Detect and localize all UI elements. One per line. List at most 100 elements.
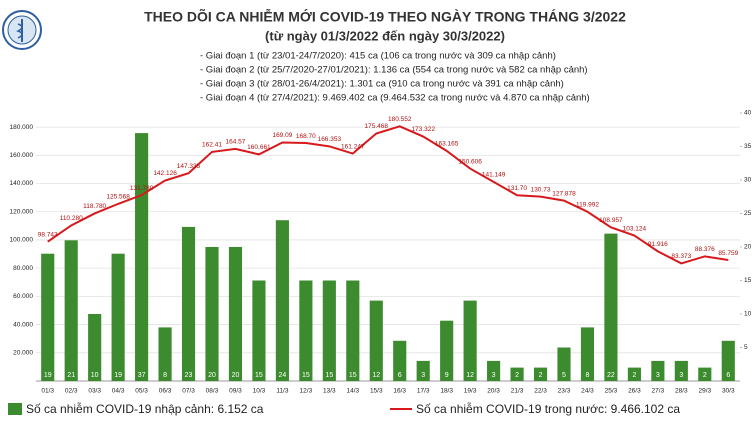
point-label: 175.468 (365, 123, 389, 130)
legend-swatch (8, 403, 22, 415)
x-tick-label: 23/3 (558, 388, 571, 395)
point-label: 162.41 (202, 142, 222, 149)
x-tick-label: 28/3 (675, 388, 688, 395)
note: - Giai đoạn 2 (từ 25/7/2020-27/01/2021):… (200, 65, 588, 76)
bar (533, 367, 548, 381)
bar (674, 360, 688, 381)
point-label: 161.247 (341, 143, 365, 150)
x-tick-label: 17/3 (417, 388, 430, 395)
y2-tick-label: 35 (744, 143, 752, 150)
y-tick-label: 140.000 (10, 180, 34, 187)
bar-label: 12 (466, 372, 474, 379)
point-label: 163.165 (435, 141, 459, 148)
x-tick-label: 10/3 (253, 388, 266, 395)
y-tick-label: 160.000 (10, 152, 34, 159)
x-tick-label: 07/3 (182, 388, 195, 395)
line (47, 125, 729, 265)
bar-label: 9 (445, 372, 449, 379)
x-tick-label: 24/3 (581, 388, 594, 395)
x-tick-label: 29/3 (698, 388, 711, 395)
bar-label: 19 (44, 372, 52, 379)
bar (64, 240, 78, 381)
bar (487, 360, 501, 381)
bar-label: 15 (302, 372, 310, 379)
bar-label: 10 (91, 372, 99, 379)
y-tick-label: 60.000 (13, 293, 33, 300)
bar (393, 340, 407, 381)
point-label: 91.916 (648, 241, 668, 248)
bar-label: 2 (539, 372, 543, 379)
point-label: 180.552 (388, 116, 412, 123)
x-tick-label: 21/3 (511, 388, 524, 395)
bar (721, 340, 735, 381)
bar-label: 19 (114, 372, 122, 379)
bar (698, 367, 712, 381)
bar-label: 3 (492, 372, 496, 379)
x-tick-label: 04/3 (112, 388, 125, 395)
x-tick-label: 19/3 (464, 388, 477, 395)
bar (299, 280, 313, 381)
bar (510, 367, 524, 381)
point-label: 118.780 (83, 203, 106, 210)
point-label: 131.780 (130, 185, 154, 192)
point-label: 85.759 (718, 250, 738, 257)
bar (88, 314, 102, 381)
bar-label: 6 (398, 372, 402, 379)
y-tick-label: 120.000 (10, 208, 34, 215)
bar-label: 23 (185, 372, 193, 379)
point-label: 169.09 (272, 132, 292, 139)
point-label: 131.70 (507, 185, 527, 192)
point-label: 173.322 (411, 126, 435, 133)
x-tick-label: 18/3 (440, 388, 453, 395)
point-label: 125.568 (106, 194, 130, 201)
y-tick-label: 180.000 (10, 124, 34, 131)
x-tick-label: 06/3 (159, 388, 172, 395)
point-label: 150.606 (458, 158, 482, 165)
point-label: 88.376 (695, 246, 715, 253)
x-tick-label: 11/3 (276, 388, 289, 395)
x-tick-label: 02/3 (65, 388, 78, 395)
bar-label: 15 (325, 372, 333, 379)
bar (627, 367, 641, 381)
y2-tick-label: 40 (744, 110, 752, 117)
bar (557, 347, 571, 381)
bar (158, 327, 172, 381)
y2-tick-label: 20 (744, 244, 752, 251)
bar-label: 20 (208, 372, 216, 379)
bar (440, 320, 454, 381)
legend-label: Số ca nhiễm COVID-19 trong nước: 9.466.1… (416, 401, 680, 416)
logo (2, 10, 42, 50)
chart-subtitle: (từ ngày 01/3/2022 đến ngày 30/3/2022) (265, 28, 505, 43)
point-label: 127.878 (552, 190, 576, 197)
bar-label: 6 (726, 372, 730, 379)
x-tick-label: 05/3 (135, 388, 148, 395)
x-tick-label: 25/3 (605, 388, 618, 395)
bar (580, 327, 595, 381)
bar-label: 8 (163, 372, 167, 379)
bar (463, 300, 477, 381)
bar-label: 2 (632, 372, 636, 379)
x-tick-label: 22/3 (534, 388, 547, 395)
x-tick-label: 03/3 (88, 388, 101, 395)
y-tick-label: 80.000 (13, 265, 33, 272)
bar-label: 15 (255, 372, 263, 379)
x-tick-label: 30/3 (722, 388, 735, 395)
y2-tick-label: 15 (744, 277, 752, 284)
point-label: 160.661 (247, 144, 271, 151)
bar-label: 15 (349, 372, 357, 379)
bar (275, 220, 289, 381)
y2-tick-label: 25 (744, 210, 752, 217)
bar (346, 280, 360, 381)
bar-label: 37 (138, 372, 146, 379)
point-label: 83.373 (671, 253, 691, 260)
x-tick-label: 09/3 (229, 388, 242, 395)
x-tick-label: 13/3 (323, 388, 336, 395)
note: - Giai đoạn 3 (từ 28/01-26/4/2021): 1.30… (200, 79, 564, 90)
bar (322, 280, 336, 381)
point-label: 103.124 (623, 225, 647, 232)
x-tick-label: 26/3 (628, 388, 641, 395)
point-label: 142.126 (153, 170, 177, 177)
bar (111, 253, 125, 381)
bar (228, 247, 243, 381)
